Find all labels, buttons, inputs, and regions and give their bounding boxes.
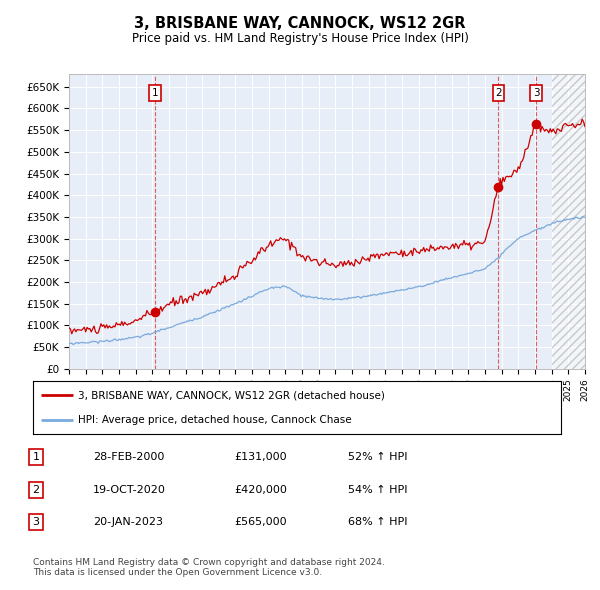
- Text: 3, BRISBANE WAY, CANNOCK, WS12 2GR: 3, BRISBANE WAY, CANNOCK, WS12 2GR: [134, 16, 466, 31]
- Text: 1: 1: [152, 88, 158, 98]
- Text: £420,000: £420,000: [234, 485, 287, 494]
- Text: 28-FEB-2000: 28-FEB-2000: [93, 453, 164, 462]
- Text: 2: 2: [32, 485, 40, 494]
- Text: 1: 1: [32, 453, 40, 462]
- Text: 3, BRISBANE WAY, CANNOCK, WS12 2GR (detached house): 3, BRISBANE WAY, CANNOCK, WS12 2GR (deta…: [78, 391, 385, 401]
- Text: £565,000: £565,000: [234, 517, 287, 527]
- Text: 52% ↑ HPI: 52% ↑ HPI: [348, 453, 407, 462]
- Text: 2: 2: [495, 88, 502, 98]
- Text: 54% ↑ HPI: 54% ↑ HPI: [348, 485, 407, 494]
- Text: Contains HM Land Registry data © Crown copyright and database right 2024.
This d: Contains HM Land Registry data © Crown c…: [33, 558, 385, 577]
- Text: 19-OCT-2020: 19-OCT-2020: [93, 485, 166, 494]
- Text: HPI: Average price, detached house, Cannock Chase: HPI: Average price, detached house, Cann…: [78, 415, 352, 425]
- Text: 68% ↑ HPI: 68% ↑ HPI: [348, 517, 407, 527]
- Text: Price paid vs. HM Land Registry's House Price Index (HPI): Price paid vs. HM Land Registry's House …: [131, 32, 469, 45]
- Text: 20-JAN-2023: 20-JAN-2023: [93, 517, 163, 527]
- Text: 3: 3: [533, 88, 539, 98]
- Text: £131,000: £131,000: [234, 453, 287, 462]
- Text: 3: 3: [32, 517, 40, 527]
